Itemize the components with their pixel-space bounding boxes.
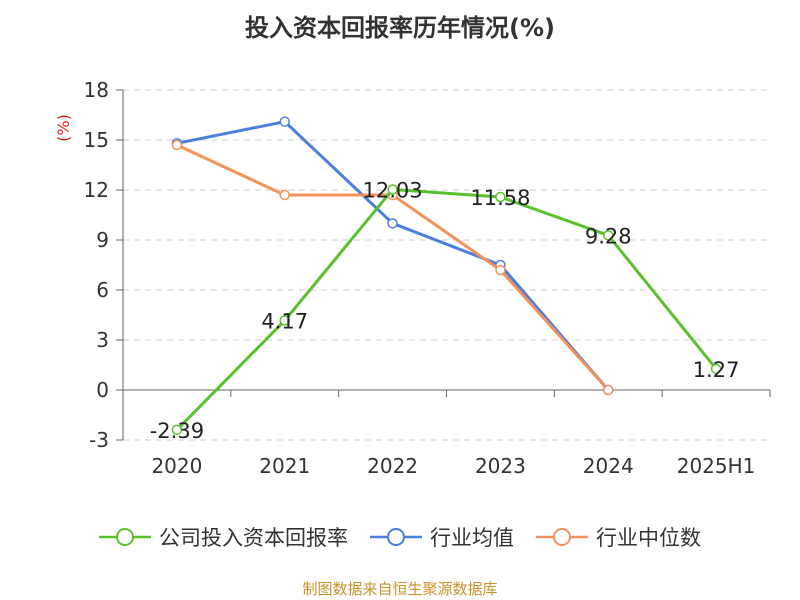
legend-item: 行业均值 [370, 522, 514, 552]
series-line [175, 188, 718, 432]
data-point [279, 189, 290, 201]
y-tick-label: 18 [84, 78, 109, 102]
x-tick-label: 2024 [583, 454, 634, 478]
data-point [387, 218, 398, 229]
y-axis-label: (%) [54, 114, 73, 142]
x-tick-label: 2025H1 [677, 454, 756, 478]
data-label: -2.39 [150, 419, 204, 443]
data-point [495, 264, 506, 276]
legend-item: 行业中位数 [536, 522, 701, 552]
data-point [279, 116, 290, 127]
data-point [171, 424, 183, 436]
y-tick-label: 3 [96, 328, 109, 352]
data-point [387, 184, 398, 195]
series-line [175, 120, 610, 392]
data-label: 12.03 [363, 179, 423, 203]
data-point [603, 230, 614, 241]
y-tick-label: 6 [96, 278, 109, 302]
legend-item: 公司投入资本回报率 [99, 522, 348, 552]
legend-symbol [536, 528, 588, 546]
legend-label: 行业均值 [430, 526, 514, 550]
data-label: 1.27 [693, 358, 740, 382]
source-note: 制图数据来自恒生聚源数据库 [302, 580, 498, 598]
data-point [495, 191, 506, 203]
y-tick-label: 12 [84, 178, 109, 202]
x-tick-label: 2021 [259, 454, 310, 478]
data-point [710, 363, 722, 375]
chart-legend: 公司投入资本回报率 行业均值 行业中位数 [0, 520, 800, 554]
y-tick-label: -3 [89, 428, 109, 452]
data-label: 4.17 [261, 310, 308, 334]
y-tick-label: 0 [96, 378, 109, 402]
legend-symbol [99, 528, 151, 546]
x-tick-label: 2020 [151, 454, 202, 478]
data-point [279, 315, 290, 326]
y-tick-label: 15 [84, 128, 109, 152]
data-point [171, 139, 183, 151]
data-label: 9.28 [585, 224, 632, 248]
data-point [603, 384, 614, 396]
legend-label: 公司投入资本回报率 [159, 526, 348, 550]
data-label: 11.58 [470, 186, 530, 210]
x-tick-label: 2023 [475, 454, 526, 478]
legend-symbol [370, 528, 422, 546]
chart-title: 投入资本回报率历年情况(%) [245, 14, 555, 42]
legend-label: 行业中位数 [596, 526, 701, 550]
y-tick-label: 9 [96, 228, 109, 252]
x-tick-label: 2022 [367, 454, 418, 478]
